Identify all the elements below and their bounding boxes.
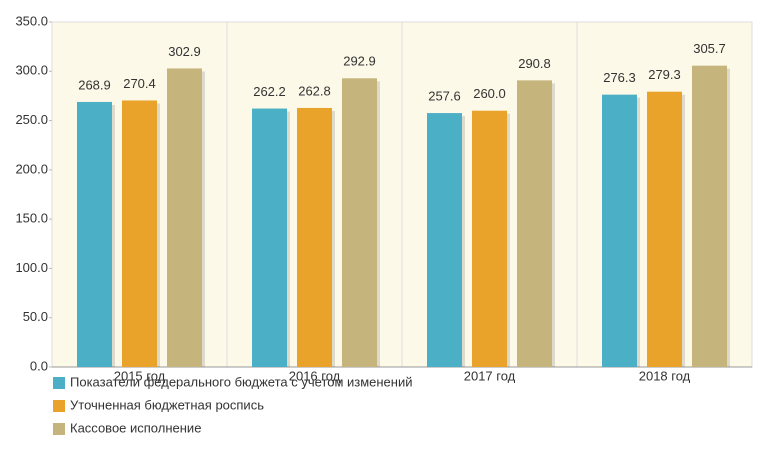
y-tick-label: 350.0 xyxy=(15,13,48,28)
bar xyxy=(252,108,287,367)
legend-swatch xyxy=(53,423,65,435)
bar xyxy=(342,78,377,367)
bar xyxy=(167,68,202,368)
bar xyxy=(427,113,462,367)
legend-label: Показатели федерального бюджета с учетом… xyxy=(70,374,413,389)
bar xyxy=(692,65,727,367)
data-label: 276.3 xyxy=(603,70,636,85)
y-tick-label: 100.0 xyxy=(15,260,48,275)
bar xyxy=(472,110,507,367)
legend-label: Уточненная бюджетная роспись xyxy=(70,397,264,412)
legend-label: Кассовое исполнение xyxy=(70,420,201,435)
bar xyxy=(647,91,682,367)
bar xyxy=(297,107,332,367)
bar xyxy=(122,100,157,367)
data-label: 292.9 xyxy=(343,54,376,69)
data-label: 279.3 xyxy=(648,67,681,82)
bar xyxy=(517,80,552,368)
legend-swatch xyxy=(53,377,65,389)
y-tick-label: 50.0 xyxy=(23,309,48,324)
y-tick-label: 150.0 xyxy=(15,211,48,226)
data-label: 260.0 xyxy=(473,86,506,101)
x-tick-label: 2018 год xyxy=(639,368,691,383)
data-label: 268.9 xyxy=(78,77,111,92)
data-label: 302.9 xyxy=(168,44,201,59)
data-label: 262.2 xyxy=(253,84,286,99)
x-tick-label: 2015 год xyxy=(114,368,166,383)
y-tick-label: 300.0 xyxy=(15,63,48,78)
bar xyxy=(602,94,637,367)
x-tick-label: 2016 год xyxy=(289,368,341,383)
data-label: 305.7 xyxy=(693,41,726,56)
bar xyxy=(77,101,112,367)
data-label: 270.4 xyxy=(123,76,156,91)
data-label: 290.8 xyxy=(518,56,551,71)
x-tick-label: 2017 год xyxy=(464,368,516,383)
legend-swatch xyxy=(53,400,65,412)
data-label: 262.8 xyxy=(298,83,331,98)
y-tick-label: 250.0 xyxy=(15,112,48,127)
y-tick-label: 200.0 xyxy=(15,161,48,176)
data-label: 257.6 xyxy=(428,89,461,104)
y-tick-label: 0.0 xyxy=(30,358,48,373)
